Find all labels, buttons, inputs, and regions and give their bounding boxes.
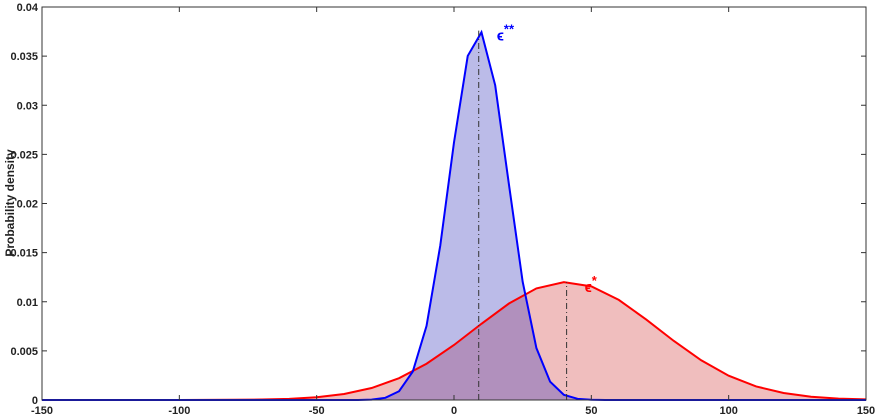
x-tick-label: -50 xyxy=(309,405,325,417)
y-tick-label: 0.015 xyxy=(10,248,38,260)
area-fill xyxy=(42,32,866,401)
annotation-symbol: ϵ xyxy=(497,28,504,45)
y-tick-label: 0 xyxy=(32,395,38,407)
x-tick-label: -100 xyxy=(168,405,190,417)
x-tick-label: 50 xyxy=(585,405,597,417)
y-tick-label: 0.005 xyxy=(10,346,38,358)
y-tick-label: 0.01 xyxy=(17,297,38,309)
y-tick-label: 0.035 xyxy=(10,51,38,63)
annotation-symbol: ϵ xyxy=(585,279,592,296)
peak-annotation: ϵ** xyxy=(497,22,515,45)
x-tick-label: 150 xyxy=(857,405,875,417)
annotation-superscript: * xyxy=(592,273,598,288)
y-tick-label: 0.025 xyxy=(10,149,38,161)
density-line xyxy=(42,29,866,401)
x-tick-label: 100 xyxy=(719,405,737,417)
y-axis-label: Probability density xyxy=(3,149,17,257)
x-tick-label: 0 xyxy=(451,405,457,417)
y-tick-label: 0.03 xyxy=(17,100,38,112)
annotation-superscript: ** xyxy=(504,22,515,37)
y-tick-label: 0.02 xyxy=(17,199,38,211)
area-fill xyxy=(42,282,866,400)
y-tick-label: 0.04 xyxy=(17,2,39,14)
x-tick-label: -150 xyxy=(31,405,53,417)
peak-annotation: ϵ* xyxy=(585,273,598,296)
